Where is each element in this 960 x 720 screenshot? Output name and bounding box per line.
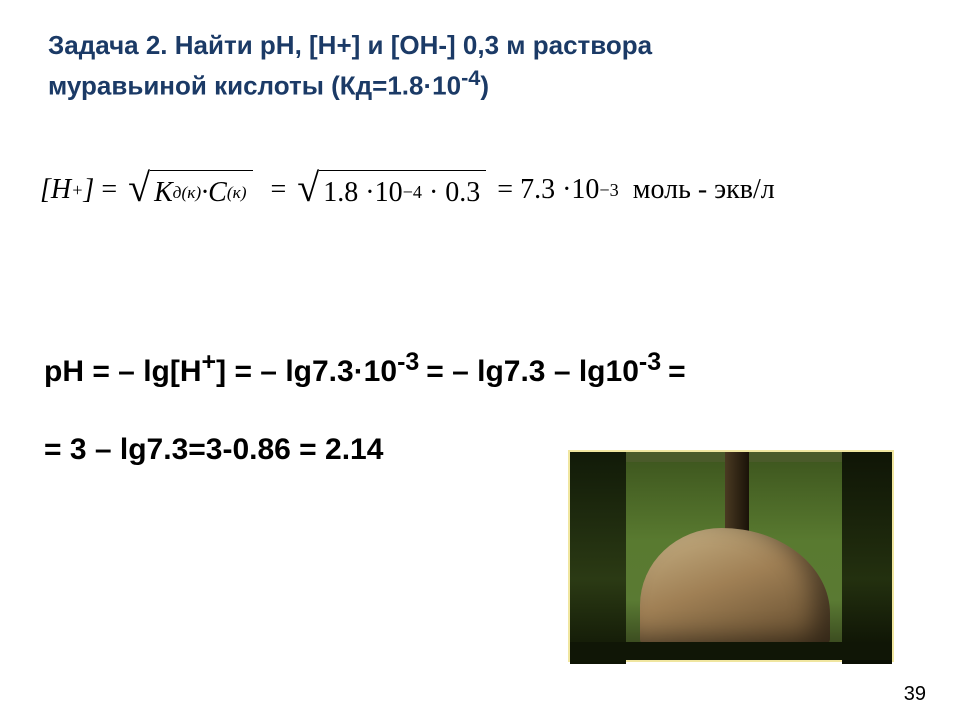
radical-1: √ [128,168,150,208]
r1-C: С [208,177,227,209]
eq-sign-2: = [271,174,287,206]
eq-lhs-open: [H [40,174,71,206]
ph-l2: = 3 – lg7.3=3-0.86 = 2.14 [44,433,383,466]
eq-lhs-exp: + [71,180,83,201]
ph-l1a: pH = – lg[H [44,355,202,388]
r1-dot: · [201,177,208,209]
r2-a: 1.8 [323,177,358,209]
title-line2a: муравьиной кислоты (Кд=1.8·10 [48,71,461,101]
photo-foreground [570,642,892,660]
radicand-1: Кд(к)·С(к) [150,170,252,210]
r2-d1: · [365,177,374,209]
r1-Ksub: д(к) [173,183,201,203]
ph-l1s2: -3 [397,348,426,376]
anthill-photo [568,450,894,662]
r1-Csub: (к) [227,183,247,203]
sqrt-2: √ 1.8 ·10−4 · 0.3 [297,170,486,210]
rhs-exp: −3 [599,180,618,201]
title-line2b: ) [480,71,489,101]
ph-l1c: = – lg7.3 – lg10 [426,355,639,388]
title-line1: Задача 2. Найти рН, [Н+] и [ОН-] 0,3 м р… [48,30,652,60]
r2-b: 0.3 [445,177,480,209]
title-exp: -4 [461,65,480,90]
h-concentration-equation: [H+ ] = √ Кд(к)·С(к) = √ 1.8 ·10−4 · 0.3… [40,170,940,210]
eq-lhs-close: ] [83,174,94,206]
radicand-2: 1.8 ·10−4 · 0.3 [319,170,486,210]
rhs-ten: 10 [571,174,599,206]
eq-sign-1: = [101,174,117,206]
eq-sign-3: = [497,174,513,206]
r2-e1: −4 [403,182,422,203]
page-number: 39 [904,683,926,706]
eq-units: моль - экв/л [633,174,775,206]
rhs-dot: · [562,174,571,206]
r1-K: К [154,177,173,209]
ph-l1s3: -3 [639,348,668,376]
radical-2: √ [297,168,319,208]
ph-l1b: ] = – lg7.3·10 [216,355,397,388]
rhs-a: 7.3 [520,174,555,206]
r2-ten1: 10 [375,177,403,209]
ph-l1d: = [668,355,686,388]
sqrt-1: √ Кд(к)·С(к) [128,170,252,210]
photo-shadow-right [842,452,892,664]
slide-title: Задача 2. Найти рН, [Н+] и [ОН-] 0,3 м р… [48,28,920,104]
ph-l1s1: + [202,348,217,376]
r2-d2: · [429,177,438,209]
photo-shadow-left [570,452,626,664]
